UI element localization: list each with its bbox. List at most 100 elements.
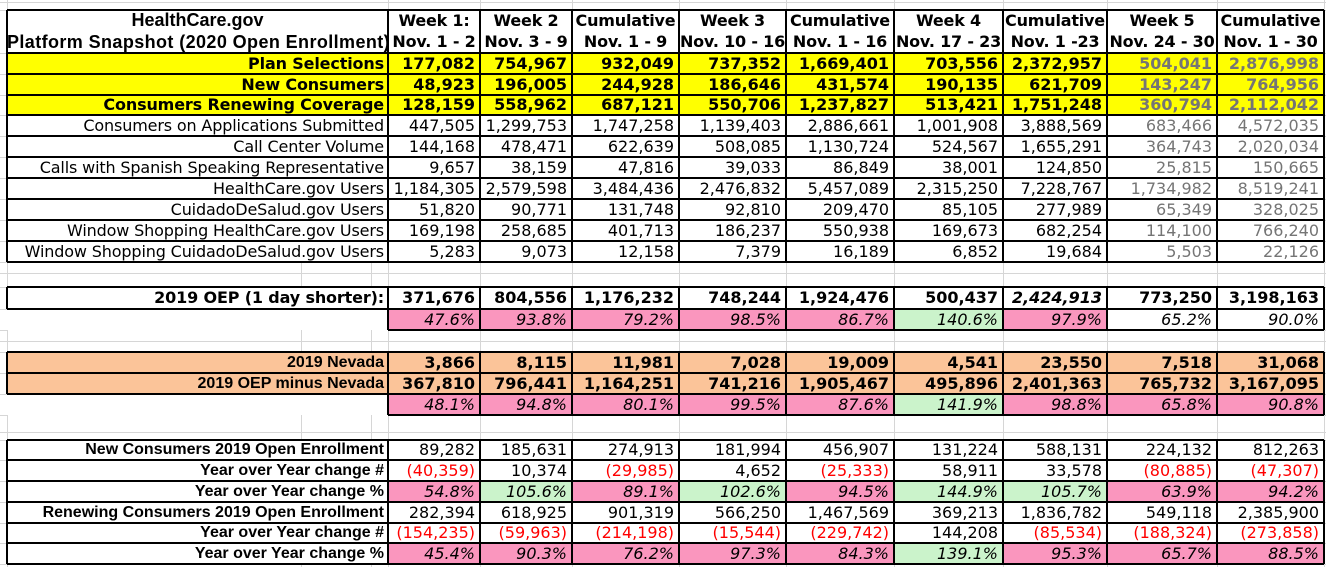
data-cell[interactable]: 98.5% <box>679 309 786 330</box>
data-cell[interactable]: 447,505 <box>408 116 475 135</box>
data-cell[interactable]: 94.2% <box>1217 481 1324 502</box>
data-cell[interactable]: 504,041 <box>1107 53 1217 74</box>
row-label[interactable]: Year over Year change % <box>194 545 384 562</box>
data-cell[interactable]: 94.5% <box>786 481 894 502</box>
data-cell[interactable]: 7,379 <box>735 242 781 261</box>
data-cell[interactable]: 1,237,827 <box>786 95 894 115</box>
data-cell[interactable]: 766,240 <box>1252 221 1319 240</box>
data-cell[interactable]: 97.9% <box>1003 309 1107 330</box>
data-cell[interactable]: 687,121 <box>572 95 679 115</box>
data-cell[interactable]: 495,896 <box>894 373 1003 394</box>
data-cell[interactable]: 169,673 <box>931 221 998 240</box>
data-cell[interactable]: 16,189 <box>833 242 889 261</box>
data-cell[interactable]: (59,963) <box>498 523 567 542</box>
data-cell[interactable]: 1,299,753 <box>485 116 567 135</box>
data-cell[interactable]: 812,263 <box>1252 440 1319 459</box>
row-label[interactable]: Consumers Renewing Coverage <box>7 95 388 115</box>
data-cell[interactable]: 622,639 <box>607 137 674 156</box>
data-cell[interactable]: 185,631 <box>500 440 567 459</box>
data-cell[interactable]: 90.8% <box>1217 394 1324 415</box>
data-cell[interactable]: 58,911 <box>942 461 998 480</box>
data-cell[interactable]: 19,684 <box>1046 242 1102 261</box>
data-cell[interactable]: 47.6% <box>388 309 480 330</box>
data-cell[interactable]: 364,743 <box>1145 137 1212 156</box>
data-cell[interactable]: 1,924,476 <box>798 288 889 307</box>
data-cell[interactable]: (47,307) <box>1250 461 1319 480</box>
data-cell[interactable]: (154,235) <box>396 523 475 542</box>
row-label[interactable]: CuidadoDeSalud.gov Users <box>170 200 384 219</box>
data-cell[interactable]: 47,816 <box>618 158 674 177</box>
data-cell[interactable]: 524,567 <box>931 137 998 156</box>
data-cell[interactable]: 558,962 <box>480 95 572 115</box>
data-cell[interactable]: 12,158 <box>618 242 674 261</box>
data-cell[interactable]: (40,359) <box>406 461 475 480</box>
data-cell[interactable]: 901,319 <box>607 503 674 522</box>
data-cell[interactable]: 2,020,034 <box>1237 137 1319 156</box>
data-cell[interactable]: 367,810 <box>388 373 480 394</box>
data-cell[interactable]: 105.7% <box>1003 481 1107 502</box>
data-cell[interactable]: 124,850 <box>1035 158 1102 177</box>
data-cell[interactable]: 65.8% <box>1107 394 1217 415</box>
data-cell[interactable]: 2,876,998 <box>1217 53 1324 74</box>
data-cell[interactable]: 2,112,042 <box>1217 95 1324 115</box>
data-cell[interactable]: 89.1% <box>572 481 679 502</box>
data-cell[interactable]: 38,001 <box>942 158 998 177</box>
row-label[interactable]: Plan Selections <box>7 53 388 74</box>
row-label[interactable]: 2019 OEP minus Nevada <box>7 373 388 394</box>
data-cell[interactable]: 4,652 <box>735 461 781 480</box>
data-cell[interactable]: 764,956 <box>1217 74 1324 95</box>
data-cell[interactable]: 23,550 <box>1003 352 1107 373</box>
data-cell[interactable]: 143,247 <box>1107 74 1217 95</box>
data-cell[interactable]: 54.8% <box>388 481 480 502</box>
row-label[interactable]: Year over Year change # <box>200 462 384 479</box>
data-cell[interactable]: 2,424,913 <box>1011 288 1102 307</box>
data-cell[interactable]: 141.9% <box>894 394 1003 415</box>
data-cell[interactable]: 328,025 <box>1252 200 1319 219</box>
data-cell[interactable]: 186,237 <box>714 221 781 240</box>
row-label[interactable]: Year over Year change # <box>200 524 384 541</box>
data-cell[interactable]: 177,082 <box>388 53 480 74</box>
data-cell[interactable]: 7,228,767 <box>1020 179 1102 198</box>
row-label[interactable]: New Consumers 2019 Open Enrollment <box>85 441 384 458</box>
data-cell[interactable]: 1,905,467 <box>786 373 894 394</box>
row-label[interactable]: Year over Year change % <box>194 483 384 500</box>
data-cell[interactable]: 1,734,982 <box>1130 179 1212 198</box>
data-cell[interactable]: 2,401,363 <box>1003 373 1107 394</box>
data-cell[interactable]: 274,913 <box>607 440 674 459</box>
data-cell[interactable]: 1,747,258 <box>592 116 674 135</box>
data-cell[interactable]: 33,578 <box>1046 461 1102 480</box>
data-cell[interactable]: (85,534) <box>1033 523 1102 542</box>
data-cell[interactable]: 63.9% <box>1107 481 1217 502</box>
data-cell[interactable]: (214,198) <box>595 523 674 542</box>
row-label[interactable]: HealthCare.gov Users <box>213 179 384 198</box>
data-cell[interactable]: 19,009 <box>786 352 894 373</box>
data-cell[interactable]: 371,676 <box>402 288 475 307</box>
data-cell[interactable]: 2,886,661 <box>807 116 889 135</box>
data-cell[interactable]: 4,572,035 <box>1237 116 1319 135</box>
data-cell[interactable]: 1,751,248 <box>1003 95 1107 115</box>
data-cell[interactable]: 89,282 <box>419 440 475 459</box>
data-cell[interactable]: 682,254 <box>1035 221 1102 240</box>
data-cell[interactable]: 932,049 <box>572 53 679 74</box>
data-cell[interactable]: 1,836,782 <box>1020 503 1102 522</box>
data-cell[interactable]: (80,885) <box>1143 461 1212 480</box>
data-cell[interactable]: 79.2% <box>572 309 679 330</box>
data-cell[interactable]: 478,471 <box>500 137 567 156</box>
data-cell[interactable]: 277,989 <box>1035 200 1102 219</box>
data-cell[interactable]: 588,131 <box>1035 440 1102 459</box>
data-cell[interactable]: 2,372,957 <box>1003 53 1107 74</box>
data-cell[interactable]: 1,130,724 <box>807 137 889 156</box>
data-cell[interactable]: 48,923 <box>388 74 480 95</box>
data-cell[interactable]: 282,394 <box>408 503 475 522</box>
data-cell[interactable]: 144.9% <box>894 481 1003 502</box>
data-cell[interactable]: 39,033 <box>725 158 781 177</box>
data-cell[interactable]: 1,655,291 <box>1020 137 1102 156</box>
data-cell[interactable]: 4,541 <box>894 352 1003 373</box>
data-cell[interactable]: 1,164,251 <box>572 373 679 394</box>
data-cell[interactable]: 90.3% <box>480 543 572 564</box>
data-cell[interactable]: 2,315,250 <box>916 179 998 198</box>
data-cell[interactable]: 765,732 <box>1107 373 1217 394</box>
data-cell[interactable]: 169,198 <box>408 221 475 240</box>
data-cell[interactable]: 45.4% <box>388 543 480 564</box>
data-cell[interactable]: 7,518 <box>1107 352 1217 373</box>
